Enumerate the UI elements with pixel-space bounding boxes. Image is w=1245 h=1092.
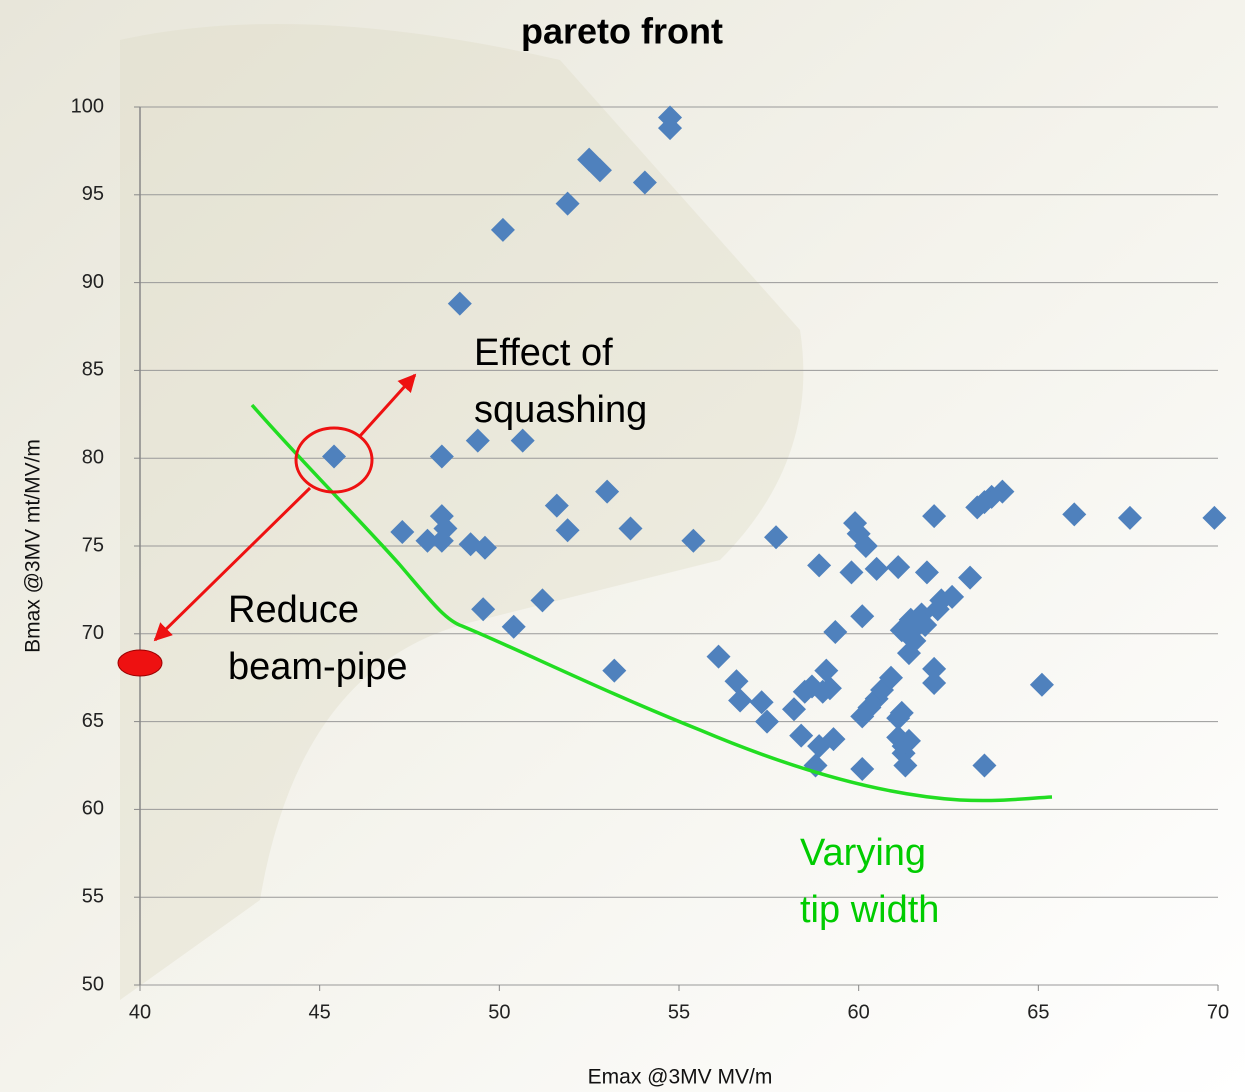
point [429, 528, 454, 553]
point [823, 620, 848, 645]
point [1029, 672, 1054, 697]
point [1202, 505, 1227, 530]
point [555, 518, 580, 543]
point [940, 584, 965, 609]
point [555, 191, 580, 216]
point [864, 556, 889, 581]
annotation: tip width [800, 889, 939, 931]
x-tick-label: 50 [488, 1001, 510, 1023]
target-point [117, 649, 163, 677]
annotations: Effect of squashing Reduce beam-pipe Varying… [228, 332, 939, 931]
point [990, 479, 1015, 504]
y-tick-label: 55 [82, 885, 104, 907]
annotation: beam-pipe [228, 646, 408, 688]
point [658, 116, 683, 141]
annotation: Varying [800, 832, 926, 874]
x-tick-label: 60 [848, 1001, 870, 1023]
point [728, 688, 753, 713]
point [922, 504, 947, 529]
point [902, 628, 927, 653]
point [415, 528, 440, 553]
annotation: Effect of [474, 332, 613, 374]
point [618, 516, 643, 541]
point [595, 479, 620, 504]
point [1062, 502, 1087, 527]
point [821, 727, 846, 752]
point [958, 565, 983, 590]
point [781, 697, 806, 722]
point [922, 656, 947, 681]
x-tick-label: 65 [1027, 1001, 1049, 1023]
point [490, 217, 515, 242]
y-tick-label: 60 [82, 798, 104, 820]
point [390, 519, 415, 544]
y-tick-label: 75 [82, 534, 104, 556]
point [886, 555, 911, 580]
arrow [358, 373, 417, 438]
point [501, 614, 526, 639]
point [850, 757, 875, 782]
y-tick-label: 90 [82, 271, 104, 293]
point [681, 528, 706, 553]
grid: 50 55 60 65 70 75 80 85 90 95 100 40 45 50 55 60 65 70 [71, 95, 1230, 1023]
point [429, 444, 454, 469]
arrow [153, 486, 312, 642]
point [530, 588, 555, 613]
point [471, 597, 496, 622]
point [706, 644, 731, 669]
x-tick-label: 40 [129, 1001, 151, 1023]
point [889, 700, 914, 725]
y-tick-label: 85 [82, 359, 104, 381]
y-tick-label: 95 [82, 183, 104, 205]
point [913, 613, 938, 638]
x-tick-label: 45 [309, 1001, 331, 1023]
point [587, 158, 612, 183]
point [749, 690, 774, 715]
annotation: Reduce [228, 589, 359, 631]
point [839, 560, 864, 585]
background-shape [120, 24, 804, 1000]
point [632, 170, 657, 195]
point [850, 604, 875, 629]
points [322, 105, 1227, 782]
point [807, 553, 832, 578]
point [472, 535, 497, 560]
point [1117, 505, 1142, 530]
point [814, 658, 839, 683]
y-axis-label: Bmax @3MV mt/MV/m [22, 439, 45, 653]
point [544, 493, 569, 518]
highlight-circle [294, 426, 374, 494]
y-tick-label: 80 [82, 446, 104, 468]
y-tick-label: 100 [71, 95, 104, 117]
point [724, 669, 749, 694]
point [972, 753, 997, 778]
point [602, 658, 627, 683]
point [879, 665, 904, 690]
point [755, 709, 780, 734]
point [817, 676, 842, 701]
point [789, 723, 814, 748]
point [510, 428, 535, 453]
x-tick-label: 55 [668, 1001, 690, 1023]
point [322, 444, 347, 469]
x-tick-label: 70 [1207, 1001, 1229, 1023]
x-axis-label: Emax @3MV MV/m [588, 1066, 773, 1089]
point [922, 670, 947, 695]
point [853, 534, 878, 558]
point [893, 753, 918, 778]
point [914, 560, 939, 585]
y-tick-label: 70 [82, 622, 104, 644]
trend-curve [250, 403, 1053, 803]
y-tick-label: 65 [82, 710, 104, 732]
y-tick-label: 50 [82, 973, 104, 995]
chart-title: pareto front [521, 11, 723, 52]
point [447, 291, 472, 316]
point [764, 525, 789, 550]
point [465, 428, 490, 453]
annotation: squashing [474, 389, 647, 431]
